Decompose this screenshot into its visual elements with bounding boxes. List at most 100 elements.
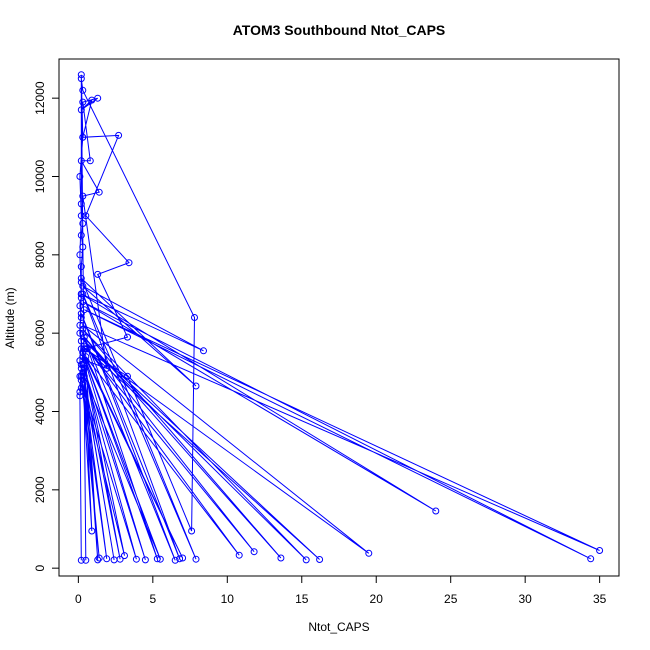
data-point (82, 556, 90, 564)
x-tick-label: 20 (370, 592, 384, 606)
data-point (82, 353, 90, 361)
chart-title: ATOM3 Southbound Ntot_CAPS (233, 22, 446, 38)
data-point (88, 96, 96, 104)
data-point (79, 98, 87, 106)
data-series (76, 71, 604, 564)
y-tick-label: 6000 (33, 319, 47, 346)
data-point (77, 556, 85, 564)
y-tick-label: 10000 (33, 159, 47, 193)
data-point (77, 274, 85, 282)
data-point (77, 157, 85, 165)
y-tick-label: 4000 (33, 398, 47, 425)
data-point (79, 192, 87, 200)
data-point (86, 157, 94, 165)
data-point (77, 294, 85, 302)
data-point (77, 231, 85, 239)
data-point (124, 333, 131, 341)
x-tick-label: 15 (295, 592, 309, 606)
data-point (79, 282, 87, 290)
data-point (76, 251, 84, 259)
data-point (171, 556, 179, 564)
x-axis: 0 5 10 15 20 25 30 35 (75, 575, 607, 606)
x-tick-label: 0 (75, 592, 82, 606)
data-point (79, 380, 87, 388)
data-point (77, 337, 85, 345)
data-point (80, 337, 88, 345)
data-point (76, 357, 84, 365)
data-point (200, 347, 207, 355)
data-point (192, 555, 200, 563)
data-point (188, 527, 196, 535)
data-point (79, 243, 87, 251)
x-tick-label: 10 (221, 592, 235, 606)
x-axis-label: Ntot_CAPS (308, 620, 369, 634)
data-point (103, 555, 111, 563)
data-point (77, 200, 85, 208)
data-point (432, 507, 440, 515)
data-point (176, 555, 184, 563)
data-point (79, 329, 87, 337)
data-point (79, 220, 87, 227)
data-point (77, 263, 85, 271)
data-point (77, 314, 85, 321)
data-point (115, 131, 123, 139)
data-point (77, 345, 85, 353)
data-point (76, 388, 84, 396)
data-point (316, 556, 324, 563)
data-point (277, 554, 285, 562)
data-point (76, 321, 84, 329)
y-axis: 0 2000 4000 6000 8000 10000 12000 (33, 81, 60, 572)
data-point (76, 392, 84, 400)
data-point (77, 71, 85, 79)
data-point (302, 556, 310, 564)
data-point (79, 290, 87, 298)
x-tick-label: 35 (593, 592, 607, 606)
data-point (77, 384, 85, 392)
x-tick-label: 30 (518, 592, 532, 606)
data-point (77, 106, 85, 114)
data-point (587, 555, 595, 563)
data-point (192, 382, 200, 390)
y-tick-label: 12000 (33, 81, 47, 115)
data-point (125, 259, 133, 267)
data-point (79, 321, 87, 329)
data-point (88, 527, 96, 535)
data-point (121, 552, 128, 560)
data-point (132, 555, 140, 563)
data-point (76, 372, 84, 380)
data-point (80, 364, 88, 372)
y-tick-label: 8000 (33, 241, 47, 268)
data-point (95, 188, 103, 196)
data-point (250, 548, 258, 556)
series-line (79, 74, 600, 561)
x-tick-label: 25 (444, 592, 458, 606)
data-point (77, 310, 85, 318)
data-point (365, 549, 373, 557)
data-point (94, 270, 102, 278)
y-tick-label: 0 (33, 565, 47, 572)
data-point (156, 555, 164, 563)
data-point (141, 556, 149, 564)
data-point (76, 173, 84, 180)
data-point (77, 75, 85, 83)
data-point (77, 376, 85, 384)
data-point (596, 547, 604, 554)
data-point (77, 278, 85, 286)
data-point (79, 133, 87, 141)
y-tick-label: 2000 (33, 476, 47, 503)
data-point (153, 555, 161, 563)
x-tick-label: 5 (149, 592, 156, 606)
data-point (191, 314, 198, 321)
data-point (103, 364, 111, 372)
data-point (82, 212, 90, 220)
data-point (94, 556, 102, 564)
data-point (80, 345, 88, 353)
data-point (179, 554, 187, 562)
y-axis-label: Altitude (m) (3, 287, 17, 348)
data-point (95, 554, 103, 562)
data-point (110, 556, 118, 564)
data-point (79, 86, 87, 94)
data-point (235, 551, 243, 559)
data-point (77, 364, 85, 372)
